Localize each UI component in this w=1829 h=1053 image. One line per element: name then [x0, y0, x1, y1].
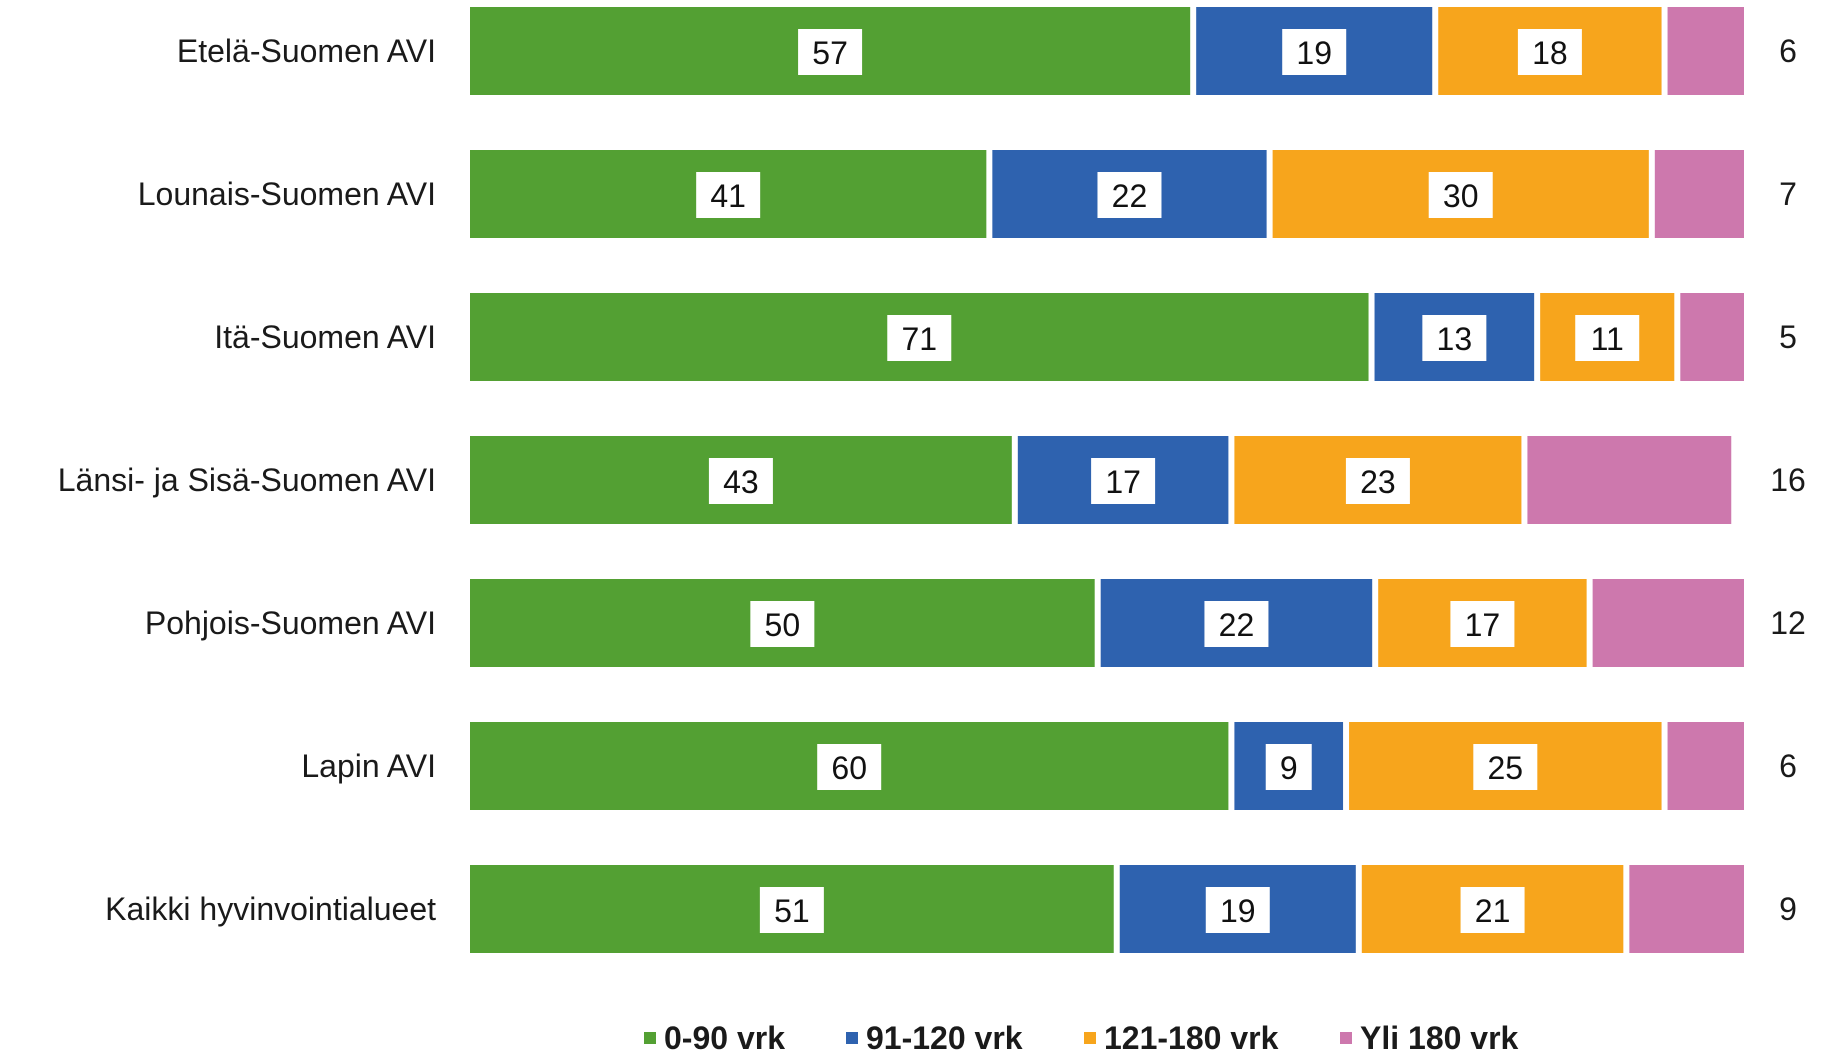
- data-label-box: [1428, 172, 1493, 218]
- data-label-box: [1091, 458, 1156, 504]
- data-label-91-120-vrk-l-nsi-ja-sis-suomen-avi: 17: [1105, 464, 1141, 500]
- data-label-91-120-vrk-lounais-suomen-avi: 22: [1112, 178, 1148, 214]
- legend-label-121-180-vrk: 121-180 vrk: [1104, 1020, 1279, 1053]
- legend-label-yli-180-vrk: Yli 180 vrk: [1360, 1020, 1519, 1053]
- category-label-l-nsi-ja-sis-suomen-avi: Länsi- ja Sisä-Suomen AVI: [58, 462, 436, 498]
- data-label-box: [1450, 601, 1515, 647]
- data-label-box: [1282, 29, 1347, 75]
- data-label-box: [1517, 29, 1582, 75]
- data-label-91-120-vrk-etel-suomen-avi: 19: [1296, 35, 1332, 71]
- bar-yli-180-vrk-etel-suomen-avi: [1667, 7, 1744, 95]
- data-label-box: [759, 887, 824, 933]
- legend-swatch-yli-180-vrk: [1340, 1032, 1352, 1044]
- data-label-121-180-vrk-l-nsi-ja-sis-suomen-avi: 23: [1360, 464, 1396, 500]
- data-label-yli-180-vrk-lapin-avi: 6: [1779, 748, 1797, 784]
- data-label-91-120-vrk-it-suomen-avi: 13: [1437, 321, 1473, 357]
- data-label-box: [1575, 315, 1640, 361]
- data-label-0-90-vrk-lapin-avi: 60: [831, 750, 867, 786]
- data-label-box: [1097, 172, 1162, 218]
- legend-swatch-0-90-vrk: [644, 1032, 656, 1044]
- category-label-it-suomen-avi: Itä-Suomen AVI: [214, 319, 436, 355]
- data-label-box: [1473, 744, 1538, 790]
- bars-layer: [470, 7, 1744, 953]
- data-label-yli-180-vrk-lounais-suomen-avi: 7: [1779, 176, 1797, 212]
- legend-swatch-91-120-vrk: [846, 1032, 858, 1044]
- data-label-121-180-vrk-lounais-suomen-avi: 30: [1443, 178, 1479, 214]
- data-label-121-180-vrk-it-suomen-avi: 11: [1591, 321, 1624, 357]
- data-label-box: [1204, 601, 1269, 647]
- data-label-121-180-vrk-lapin-avi: 25: [1488, 750, 1524, 786]
- bar-yli-180-vrk-lapin-avi: [1667, 722, 1744, 810]
- data-label-box: [1345, 458, 1410, 504]
- bar-yli-180-vrk-it-suomen-avi: [1680, 293, 1744, 381]
- data-label-91-120-vrk-kaikki-hyvinvointialueet: 19: [1220, 893, 1256, 929]
- data-label-yli-180-vrk-it-suomen-avi: 5: [1779, 319, 1797, 355]
- category-label-lounais-suomen-avi: Lounais-Suomen AVI: [138, 176, 436, 212]
- data-label-0-90-vrk-it-suomen-avi: 71: [901, 321, 937, 357]
- data-label-91-120-vrk-pohjois-suomen-avi: 22: [1219, 607, 1255, 643]
- data-label-121-180-vrk-pohjois-suomen-avi: 17: [1465, 607, 1501, 643]
- bar-yli-180-vrk-kaikki-hyvinvointialueet: [1629, 865, 1744, 953]
- data-label-0-90-vrk-l-nsi-ja-sis-suomen-avi: 43: [723, 464, 759, 500]
- data-label-91-120-vrk-lapin-avi: 9: [1280, 750, 1298, 786]
- legend-label-91-120-vrk: 91-120 vrk: [866, 1020, 1023, 1053]
- data-label-0-90-vrk-etel-suomen-avi: 57: [812, 35, 848, 71]
- legend-label-0-90-vrk: 0-90 vrk: [664, 1020, 785, 1053]
- data-label-yli-180-vrk-l-nsi-ja-sis-suomen-avi: 16: [1770, 462, 1806, 498]
- data-label-box: [817, 744, 882, 790]
- data-label-box: [887, 315, 952, 361]
- data-label-0-90-vrk-pohjois-suomen-avi: 50: [765, 607, 801, 643]
- data-label-box: [1422, 315, 1487, 361]
- data-label-yli-180-vrk-pohjois-suomen-avi: 12: [1770, 605, 1806, 641]
- category-label-lapin-avi: Lapin AVI: [301, 748, 436, 784]
- data-label-box: [1265, 744, 1312, 790]
- bar-yli-180-vrk-l-nsi-ja-sis-suomen-avi: [1527, 436, 1732, 524]
- category-label-pohjois-suomen-avi: Pohjois-Suomen AVI: [145, 605, 436, 641]
- data-label-box: [696, 172, 761, 218]
- data-label-box: [798, 29, 863, 75]
- legend: 0-90 vrk 91-120 vrk 121-180 vrk Yli 180 vrk: [644, 1020, 1519, 1053]
- data-label-0-90-vrk-kaikki-hyvinvointialueet: 51: [774, 893, 810, 929]
- data-label-box: [1460, 887, 1525, 933]
- data-label-box: [708, 458, 773, 504]
- data-label-0-90-vrk-lounais-suomen-avi: 41: [710, 178, 746, 214]
- category-label-kaikki-hyvinvointialueet: Kaikki hyvinvointialueet: [105, 891, 436, 927]
- legend-swatch-121-180-vrk: [1084, 1032, 1096, 1044]
- data-label-121-180-vrk-etel-suomen-avi: 18: [1532, 35, 1568, 71]
- bar-yli-180-vrk-pohjois-suomen-avi: [1592, 579, 1744, 667]
- bar-yli-180-vrk-lounais-suomen-avi: [1654, 150, 1744, 238]
- data-label-yli-180-vrk-etel-suomen-avi: 6: [1779, 33, 1797, 69]
- data-label-121-180-vrk-kaikki-hyvinvointialueet: 21: [1475, 893, 1511, 929]
- data-label-box: [1205, 887, 1270, 933]
- category-label-etel-suomen-avi: Etelä-Suomen AVI: [177, 33, 436, 69]
- data-label-box: [750, 601, 815, 647]
- data-label-yli-180-vrk-kaikki-hyvinvointialueet: 9: [1779, 891, 1797, 927]
